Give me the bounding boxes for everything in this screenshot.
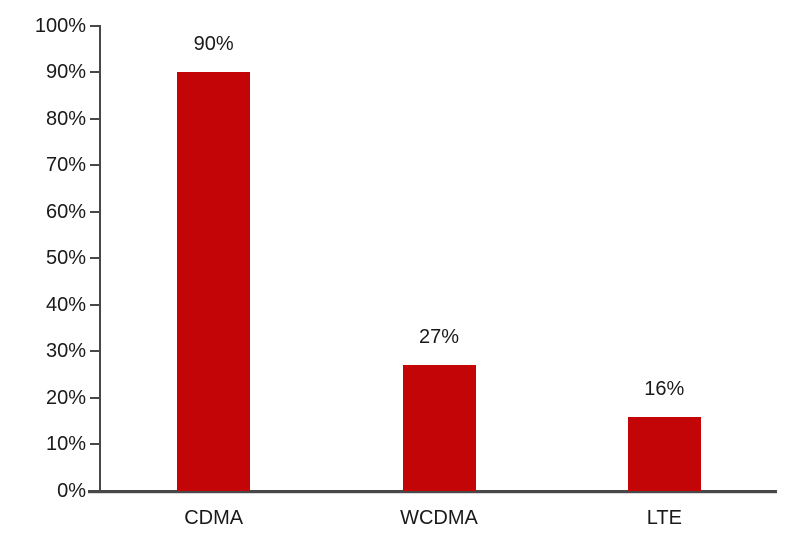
y-axis-tick <box>90 24 101 27</box>
y-axis-tick-label: 90% <box>45 61 86 84</box>
bar-lte <box>627 416 701 491</box>
bar-value-label: 90% <box>193 33 234 56</box>
x-axis-category-label: LTE <box>646 507 682 529</box>
y-axis-tick-label: 80% <box>45 107 86 130</box>
bar-wcdma <box>402 365 476 491</box>
y-axis-tick <box>90 257 101 260</box>
y-axis-tick-label: 40% <box>45 293 86 316</box>
y-axis-tick <box>90 117 101 120</box>
y-axis-tick-label: 30% <box>45 340 86 363</box>
y-axis-tick-label: 0% <box>57 480 86 502</box>
y-axis-tick <box>90 443 101 446</box>
y-axis-tick <box>90 164 101 167</box>
x-axis-line <box>88 490 777 493</box>
bar-value-label: 16% <box>644 377 685 400</box>
x-axis-category-label: CDMA <box>184 507 244 529</box>
y-axis-tick-label: 20% <box>45 386 86 409</box>
bar-cdma <box>177 72 251 491</box>
y-axis-tick <box>90 303 101 306</box>
x-axis-category-label: WCDMA <box>400 507 478 529</box>
y-axis-tick <box>90 396 101 399</box>
y-axis-tick <box>90 350 101 353</box>
y-axis-tick <box>90 210 101 213</box>
y-axis-tick <box>90 71 101 74</box>
bar-value-label: 27% <box>418 326 459 349</box>
y-axis-tick-label: 60% <box>45 200 86 223</box>
y-axis-tick-label: 10% <box>45 433 86 456</box>
y-axis-tick-label: 70% <box>45 154 86 177</box>
y-axis-tick-label: 100% <box>34 14 86 37</box>
y-axis-tick-label: 50% <box>45 247 86 270</box>
